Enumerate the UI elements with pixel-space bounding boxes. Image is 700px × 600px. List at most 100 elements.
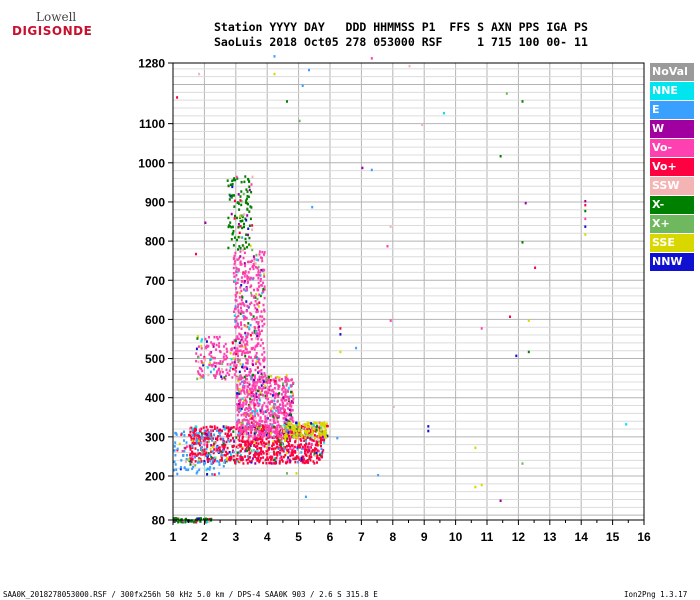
echo-point xyxy=(200,437,203,440)
echo-point xyxy=(241,397,244,400)
echo-point xyxy=(292,453,294,457)
echo-point xyxy=(281,411,284,415)
echo-point xyxy=(199,441,202,445)
echo-point xyxy=(234,298,237,302)
echo-point xyxy=(236,451,239,454)
isolated-echo-point xyxy=(527,319,530,322)
echo-point xyxy=(277,440,280,443)
echo-point xyxy=(279,457,282,460)
echo-point xyxy=(173,468,175,472)
echo-point xyxy=(233,217,236,220)
isolated-echo-point xyxy=(176,96,179,99)
echo-point xyxy=(210,450,213,453)
echo-point xyxy=(277,438,280,441)
echo-point xyxy=(184,460,187,464)
echo-point xyxy=(321,422,323,425)
echo-point xyxy=(258,285,261,288)
echo-point xyxy=(246,245,249,249)
echo-point xyxy=(239,422,242,426)
echo-point xyxy=(225,347,228,351)
echo-point xyxy=(203,460,206,463)
echo-point xyxy=(247,276,250,279)
y-tick-label: 400 xyxy=(145,391,165,405)
isolated-echo-point xyxy=(370,57,373,60)
echo-point xyxy=(245,233,248,236)
echo-point xyxy=(282,447,284,450)
echo-point xyxy=(265,433,268,437)
echo-point xyxy=(283,410,286,414)
isolated-echo-point xyxy=(527,350,530,354)
echo-point xyxy=(244,380,247,384)
echo-point xyxy=(260,452,263,456)
echo-point xyxy=(289,410,292,413)
echo-point xyxy=(279,453,282,456)
echo-point xyxy=(275,418,278,421)
isolated-echo-point xyxy=(534,266,537,269)
echo-point xyxy=(286,395,289,399)
echo-point xyxy=(247,195,250,199)
echo-point xyxy=(306,427,309,430)
echo-point xyxy=(183,439,185,442)
echo-point xyxy=(203,463,205,466)
echo-point xyxy=(240,203,243,207)
echo-point xyxy=(260,284,263,287)
echo-point xyxy=(256,267,259,270)
echo-point xyxy=(197,432,200,435)
echo-point xyxy=(259,451,262,454)
echo-point xyxy=(263,358,266,361)
echo-point xyxy=(319,428,322,432)
echo-point xyxy=(247,448,250,452)
echo-point xyxy=(272,378,275,382)
echo-point xyxy=(242,303,245,306)
echo-point xyxy=(273,416,275,420)
echo-point xyxy=(299,446,302,449)
echo-point xyxy=(275,406,278,409)
echo-point xyxy=(246,304,249,308)
echo-point xyxy=(240,298,243,302)
echo-point xyxy=(235,292,238,295)
echo-point xyxy=(232,272,235,275)
echo-point xyxy=(320,444,322,448)
echo-point xyxy=(245,428,248,431)
echo-point xyxy=(250,440,253,443)
echo-point xyxy=(278,392,281,395)
echo-point xyxy=(254,387,257,391)
echo-point xyxy=(204,345,207,349)
echo-point xyxy=(267,401,270,404)
echo-point xyxy=(230,426,233,430)
echo-point xyxy=(195,425,198,429)
echo-point xyxy=(242,366,245,369)
echo-point xyxy=(248,243,251,246)
echo-point xyxy=(270,458,272,461)
echo-point xyxy=(180,459,183,462)
echo-point xyxy=(254,300,257,303)
echo-point xyxy=(233,254,236,258)
echo-point xyxy=(298,458,301,461)
echo-point xyxy=(232,266,235,270)
echo-point xyxy=(263,273,266,276)
echo-point xyxy=(246,195,249,198)
echo-point xyxy=(183,466,186,469)
echo-point xyxy=(258,459,261,462)
echo-point xyxy=(243,262,246,265)
echo-point xyxy=(249,217,252,221)
echo-point xyxy=(251,175,254,179)
echo-point xyxy=(246,427,249,430)
echo-point xyxy=(257,305,260,308)
echo-point xyxy=(272,450,275,453)
echo-point xyxy=(209,361,211,364)
echo-point xyxy=(283,413,286,417)
echo-point xyxy=(253,378,256,382)
echo-point xyxy=(234,214,236,218)
echo-point xyxy=(283,426,286,430)
echo-point xyxy=(317,449,320,453)
echo-point xyxy=(249,302,252,306)
echo-point xyxy=(288,398,290,401)
echo-point xyxy=(287,442,290,446)
echo-point xyxy=(256,422,259,425)
echo-point xyxy=(237,377,240,381)
echo-point xyxy=(202,363,205,367)
echo-point xyxy=(226,371,229,375)
echo-point xyxy=(321,451,324,454)
legend-item-xminus: X- xyxy=(650,196,694,214)
